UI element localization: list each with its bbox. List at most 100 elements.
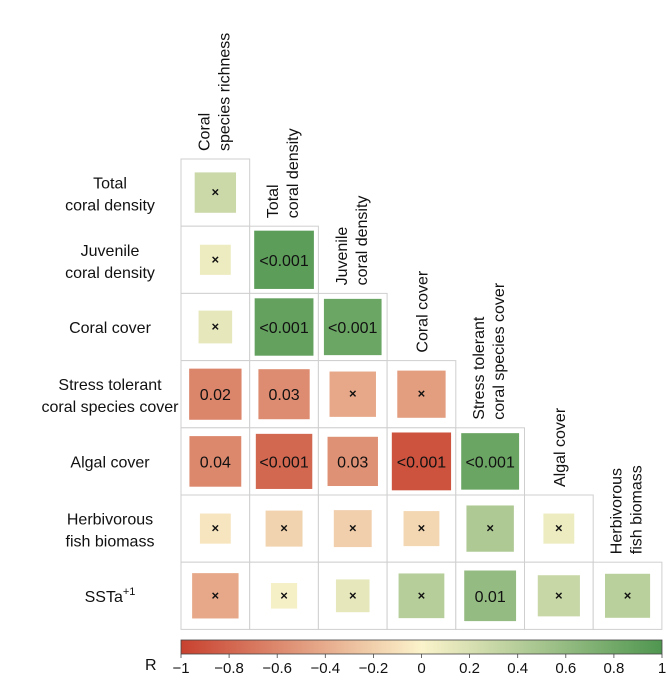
not-significant-mark: ×: [624, 588, 632, 603]
heatmap-cell: ×: [180, 225, 251, 294]
heatmap-cell: ×: [455, 494, 525, 563]
heatmap-cell: ×: [592, 561, 663, 630]
colorbar-tick-label: −0.6: [262, 660, 292, 677]
heatmap-cell: ×: [386, 494, 457, 563]
correlation-square: [461, 433, 520, 490]
heatmap-cell: ×: [180, 561, 251, 630]
row-label: Coral cover: [69, 320, 151, 337]
p-value-label: <0.001: [465, 454, 514, 471]
correlation-square: [464, 570, 517, 622]
p-value-label: <0.001: [259, 320, 308, 337]
p-value-label: 0.03: [268, 387, 299, 404]
heatmap-cell: 0.04: [180, 427, 251, 496]
colorbar-tick-label: −0.2: [359, 660, 389, 677]
row-label: SSTa+1: [85, 586, 136, 606]
not-significant-mark: ×: [349, 588, 357, 603]
heatmap-cell: ×: [180, 292, 251, 362]
colorbar-tick-label: 0.4: [507, 660, 528, 677]
p-value-label: 0.01: [475, 589, 506, 606]
colorbar-tick-label: 0.8: [603, 660, 624, 677]
heatmap-cells: × × <0.001 × <0.001 <0.001 0.02 0.03 × × 0.04 <0.00…: [180, 158, 663, 630]
heatmap-cell: ×: [249, 494, 319, 563]
heatmap-cell: ×: [317, 561, 388, 630]
correlation-square: [189, 436, 242, 487]
heatmap-cell: <0.001: [455, 427, 525, 496]
colorbar-tick-label: 1: [658, 660, 666, 677]
colorbar: [180, 639, 663, 655]
not-significant-mark: ×: [486, 521, 494, 536]
row-label: Total coral density: [65, 176, 155, 215]
correlation-square: [398, 573, 445, 619]
column-label: Herbivorous fish biomass: [609, 465, 646, 554]
heatmap-cell: ×: [249, 561, 319, 630]
correlation-square: [254, 230, 314, 289]
colorbar-ticks: −1 −0.8 −0.6 −0.4 −0.2 0 0.2 0.4 0.6 0.8 1: [172, 654, 666, 677]
heatmap-cell: <0.001: [249, 225, 319, 294]
not-significant-mark: ×: [212, 588, 220, 603]
heatmap-cell: 0.03: [249, 360, 319, 429]
column-label: Total coral density: [265, 128, 302, 218]
not-significant-mark: ×: [280, 521, 288, 536]
correlation-square: [403, 511, 440, 547]
correlation-square: [194, 172, 237, 213]
colorbar-tick-label: −1: [172, 660, 189, 677]
column-label: Stress tolerant coral species cover: [471, 282, 508, 420]
correlation-square: [199, 513, 231, 544]
heatmap-cell: 0.03: [317, 427, 388, 496]
heatmap-cell: ×: [386, 561, 457, 630]
colorbar-tick-label: 0.6: [555, 660, 576, 677]
p-value-label: <0.001: [328, 320, 377, 337]
heatmap-cell: ×: [317, 360, 388, 429]
heatmap-cell: ×: [317, 494, 388, 563]
correlation-square: [254, 298, 314, 356]
cell-frame: [249, 561, 319, 630]
heatmap-cell: ×: [180, 158, 251, 227]
correlation-square: [265, 510, 303, 547]
colorbar-tick-label: 0: [417, 660, 425, 677]
heatmap-cell: <0.001: [249, 292, 319, 362]
correlation-square: [323, 298, 382, 356]
not-significant-mark: ×: [555, 588, 563, 603]
not-significant-mark: ×: [349, 521, 357, 536]
correlation-square: [537, 575, 580, 617]
correlation-square: [192, 573, 239, 619]
colorbar-tick-label: −0.8: [214, 660, 244, 677]
correlation-square: [198, 310, 233, 344]
heatmap-cell: 0.02: [180, 360, 251, 429]
column-label: Algal cover: [552, 407, 569, 487]
column-label: Juvenile coral density: [334, 196, 371, 286]
heatmap-cell: ×: [180, 494, 251, 563]
p-value-label: <0.001: [259, 454, 308, 471]
row-label: Juvenile coral density: [65, 243, 155, 282]
correlation-square: [543, 513, 575, 544]
not-significant-mark: ×: [212, 521, 220, 536]
not-significant-mark: ×: [212, 319, 220, 334]
row-label: Stress tolerant coral species cover: [42, 377, 180, 416]
not-significant-mark: ×: [280, 588, 288, 603]
heatmap-cell: <0.001: [386, 427, 457, 496]
correlation-square: [327, 436, 378, 487]
p-value-label: <0.001: [259, 253, 308, 270]
heatmap-cell: 0.01: [455, 561, 525, 630]
correlation-square: [605, 573, 651, 618]
colorbar-tick-label: −0.4: [310, 660, 340, 677]
column-label: Coral cover: [414, 270, 431, 352]
not-significant-mark: ×: [418, 521, 426, 536]
correlation-square: [199, 244, 231, 275]
row-label: Algal cover: [70, 454, 150, 471]
heatmap-cell: <0.001: [317, 292, 388, 362]
correlation-square: [270, 583, 298, 609]
not-significant-mark: ×: [418, 386, 426, 401]
correlation-square: [335, 579, 370, 613]
correlation-square: [397, 370, 446, 418]
correlation-square: [255, 433, 313, 489]
not-significant-mark: ×: [418, 588, 426, 603]
not-significant-mark: ×: [212, 252, 220, 267]
colorbar-label: R: [145, 657, 157, 674]
column-labels: Coral species richness Total coral density J…: [196, 33, 645, 554]
correlation-square: [333, 510, 372, 548]
p-value-label: 0.02: [200, 387, 231, 404]
not-significant-mark: ×: [212, 185, 220, 200]
heatmap-cell: <0.001: [249, 427, 319, 496]
